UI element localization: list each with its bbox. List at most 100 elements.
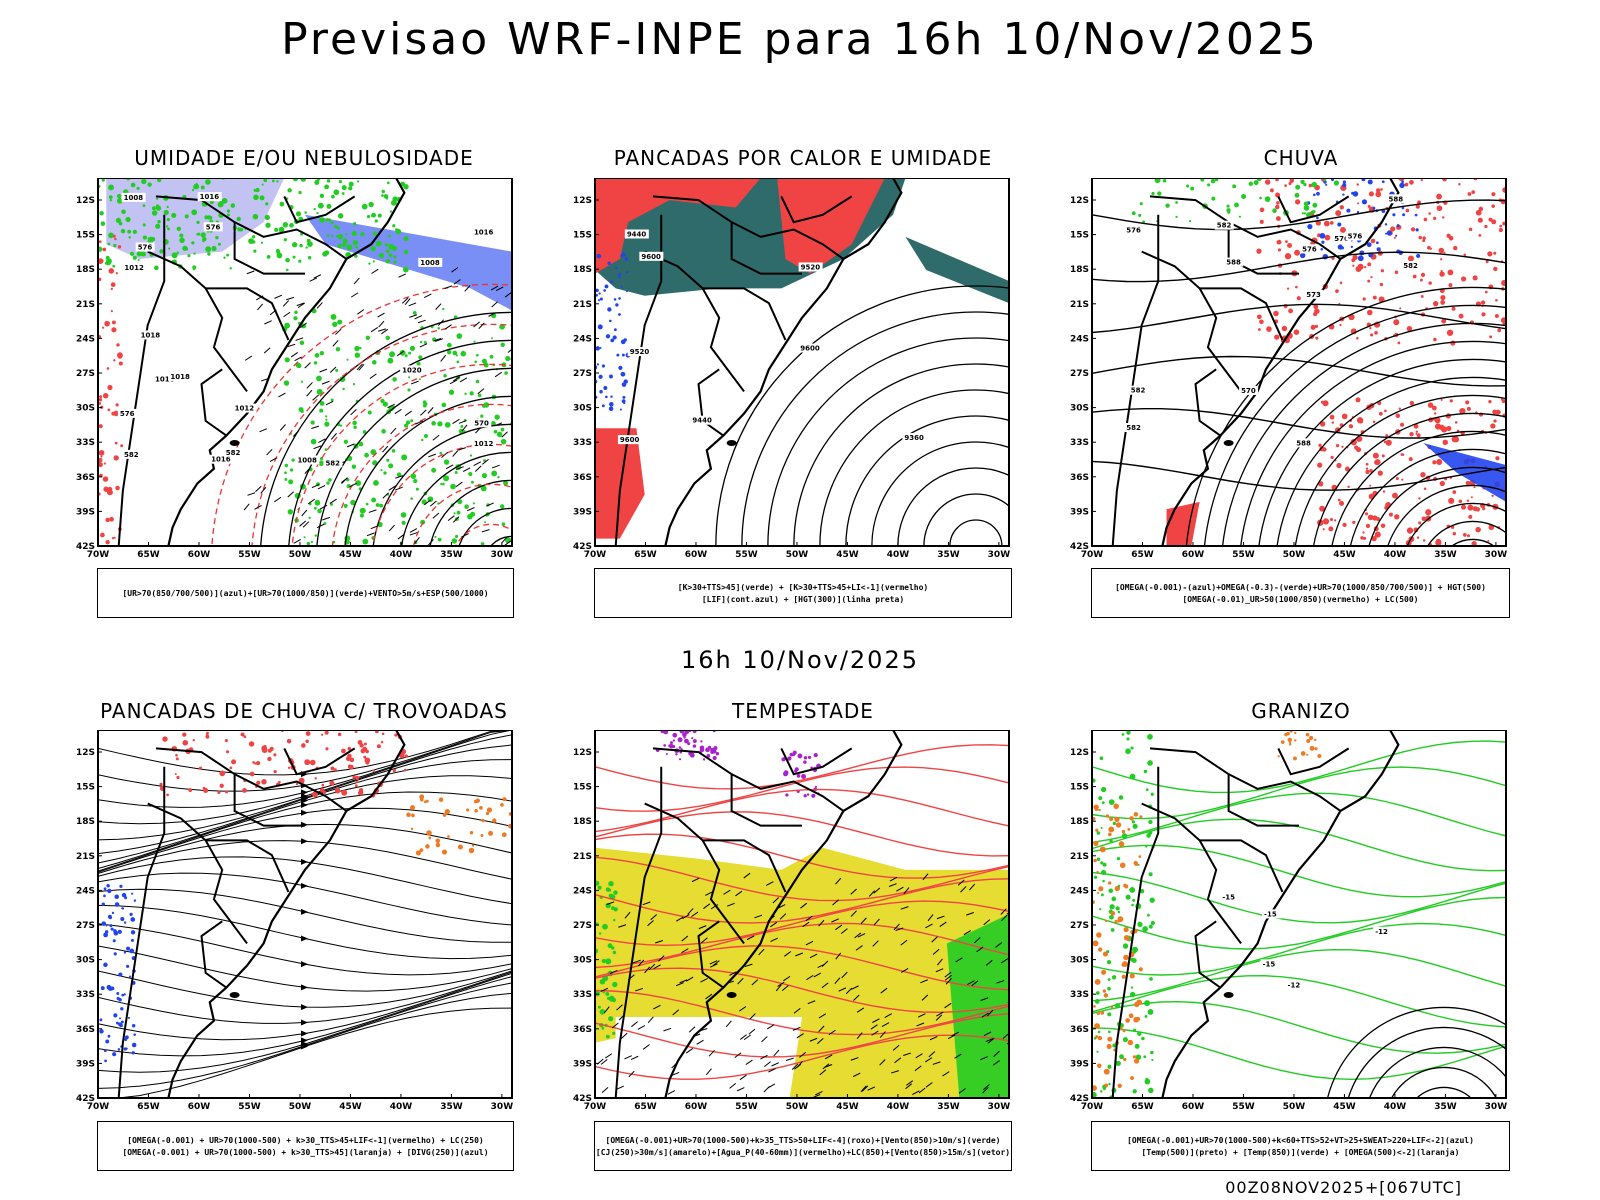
legend-tempestade: [OMEGA(-0.001)+UR>70(1000-500)+k>35_TTS>…	[594, 1121, 1012, 1171]
map-frame	[1091, 730, 1507, 1099]
lon-tick-label: 65W	[1131, 1102, 1154, 1112]
lat-tick-label: 36S	[1070, 1025, 1089, 1035]
lat-tick-label: 30S	[76, 956, 95, 966]
legend-line: [LIF](cont.azul) + [HGT(300)](linha pret…	[701, 594, 905, 604]
contour-label: 582	[1403, 262, 1418, 270]
lat-tick-label: 36S	[1070, 473, 1089, 483]
lat-tick-label: 36S	[573, 1025, 592, 1035]
omega500-orange-north	[1277, 730, 1322, 761]
lon-tick-label: 35W	[440, 1102, 463, 1112]
lat-tick-label: 42S	[76, 542, 95, 552]
lon-tick-label: 45W	[1333, 1102, 1356, 1112]
legend-line: [OMEGA(-0.001)-(azul)+OMEGA(-0.3)-(verde…	[1115, 582, 1486, 592]
temp500-black	[1326, 1006, 1506, 1098]
lat-tick-label: 33S	[76, 438, 95, 448]
lon-tick-label: 65W	[634, 1102, 657, 1112]
legend-granizo: [OMEGA(-0.001)+UR>70(1000-500)+k<60+TTS>…	[1091, 1121, 1510, 1171]
contour-label: 588	[1296, 439, 1311, 447]
lat-tick-label: 15S	[76, 783, 95, 793]
panel-title-chuva: CHUVA	[1263, 146, 1339, 170]
lon-tick-label: 70W	[584, 550, 607, 560]
divergence-blue	[98, 884, 137, 1063]
contour-label: 576	[1126, 226, 1141, 234]
map-chuva: 588 588 582 588 582 576 576 582 576 570 576 573 582 1…	[1064, 178, 1512, 564]
lon-tick-label: 65W	[634, 550, 657, 560]
lon-tick-label: 60W	[685, 1102, 708, 1112]
coastline-borders	[1111, 730, 1400, 1098]
contour-label: 576	[1302, 245, 1317, 253]
lon-tick-label: 70W	[87, 1102, 110, 1112]
contour-label: 9600	[800, 345, 820, 353]
lat-tick-label: 24S	[1070, 886, 1089, 896]
lat-tick-label: 24S	[573, 334, 592, 344]
lon-tick-label: 50W	[1283, 550, 1306, 560]
contour-labels: 9600 9520 9600 9600 9520 9440 9440 9360	[617, 229, 927, 445]
lon-tick-label: 30W	[1485, 1102, 1508, 1112]
run-timestamp: 00Z08NOV2025+[067UTC]	[1225, 1178, 1462, 1197]
lat-tick-label: 15S	[573, 231, 592, 241]
contour-label: 1018	[141, 331, 161, 339]
omega500-orange	[1092, 803, 1143, 1091]
lon-tick-label: 40W	[390, 550, 413, 560]
panel-title-umidade: UMIDADE E/OU NEBULOSIDADE	[134, 146, 474, 170]
lat-tick-label: 15S	[1070, 783, 1089, 793]
lon-tick-label: 60W	[1182, 1102, 1205, 1112]
lon-tick-label: 35W	[937, 550, 960, 560]
lon-tick-label: 65W	[137, 1102, 160, 1112]
lon-tick-label: 55W	[735, 1102, 758, 1112]
lon-tick-label: 50W	[786, 1102, 809, 1112]
lon-tick-label: 65W	[137, 550, 160, 560]
lon-tick-label: 30W	[491, 1102, 514, 1112]
lon-tick-label: 45W	[836, 1102, 859, 1112]
lat-tick-label: 21S	[573, 852, 592, 862]
lat-tick-label: 33S	[1070, 438, 1089, 448]
coastline-borders	[117, 730, 406, 1098]
map-trovoadas: 12S 15S 18S 21S 24S 27S 30S 33S 36S 39S 42S 70W 65W 6…	[70, 730, 518, 1116]
lat-tick-label: 18S	[573, 265, 592, 275]
legend-trovoadas: [OMEGA(-0.001) + UR>70(1000-500) + k>30_…	[97, 1121, 514, 1171]
contour-label: 9600	[620, 436, 640, 444]
contour-labels: -12 -12 -15 -15 -15	[1220, 892, 1393, 990]
contour-label: 576	[138, 243, 153, 251]
hgt300-contours	[715, 285, 1009, 546]
lon-tick-label: 65W	[1131, 550, 1154, 560]
middle-timestamp: 16h 10/Nov/2025	[680, 646, 919, 674]
lon-tick-label: 55W	[238, 550, 261, 560]
contour-label: -15	[1222, 893, 1235, 901]
legend-line: [Temp(500)](preto) + [Temp(850)](verde) …	[1141, 1147, 1460, 1157]
lat-tick-label: 27S	[1070, 369, 1089, 379]
map-granizo: -12 -12 -15 -15 -15 12S 15S 18S 21S 24S 27S 30S 33S 3…	[1064, 730, 1512, 1116]
map-frame	[97, 178, 513, 547]
contour-label: 573	[1306, 291, 1321, 299]
lat-tick-label: 39S	[573, 507, 592, 517]
lon-tick-label: 30W	[988, 1102, 1011, 1112]
lat-tick-label: 36S	[76, 1025, 95, 1035]
lon-tick-label: 50W	[786, 550, 809, 560]
contour-label: 582	[1131, 387, 1146, 395]
lon-tick-label: 40W	[1384, 550, 1407, 560]
lat-tick-label: 18S	[573, 817, 592, 827]
contour-label: -12	[1288, 982, 1301, 990]
lon-tick-label: 55W	[238, 1102, 261, 1112]
lon-tick-label: 50W	[289, 550, 312, 560]
lat-tick-label: 27S	[1070, 921, 1089, 931]
lat-tick-label: 27S	[76, 921, 95, 931]
lon-tick-label: 30W	[988, 550, 1011, 560]
lat-tick-label: 21S	[1070, 852, 1089, 862]
contour-label: -12	[1375, 928, 1388, 936]
lon-tick-label: 45W	[339, 550, 362, 560]
dashed-thickness-west	[98, 234, 124, 545]
lon-tick-label: 30W	[491, 550, 514, 560]
map-frame	[1091, 178, 1507, 547]
lat-tick-label: 12S	[1070, 748, 1089, 758]
temp850-green-west	[1092, 730, 1156, 1098]
coastline-borders	[614, 730, 903, 1098]
lat-tick-label: 30S	[573, 404, 592, 414]
lon-tick-label: 60W	[188, 1102, 211, 1112]
lat-tick-label: 12S	[1070, 196, 1089, 206]
lat-tick-label: 39S	[1070, 1059, 1089, 1069]
streamlines-250	[98, 730, 512, 1098]
contour-label: 588	[1388, 195, 1403, 203]
contour-label: 570	[474, 419, 489, 427]
storm-purple	[655, 730, 720, 761]
